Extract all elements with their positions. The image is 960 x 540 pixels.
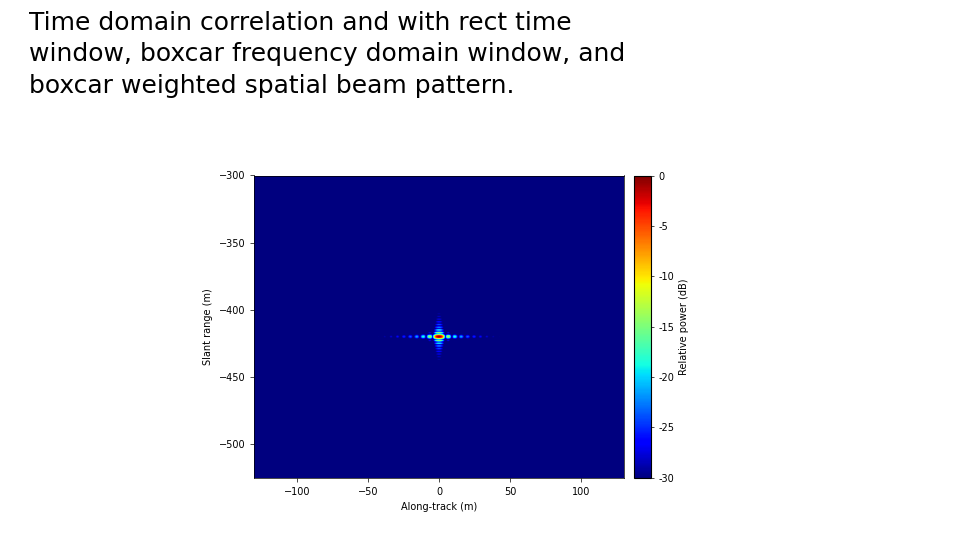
Text: Time domain correlation and with rect time
window, boxcar frequency domain windo: Time domain correlation and with rect ti… [29, 11, 625, 98]
Y-axis label: Relative power (dB): Relative power (dB) [679, 279, 688, 375]
Y-axis label: Slant range (m): Slant range (m) [204, 288, 213, 365]
X-axis label: Along-track (m): Along-track (m) [401, 503, 477, 512]
